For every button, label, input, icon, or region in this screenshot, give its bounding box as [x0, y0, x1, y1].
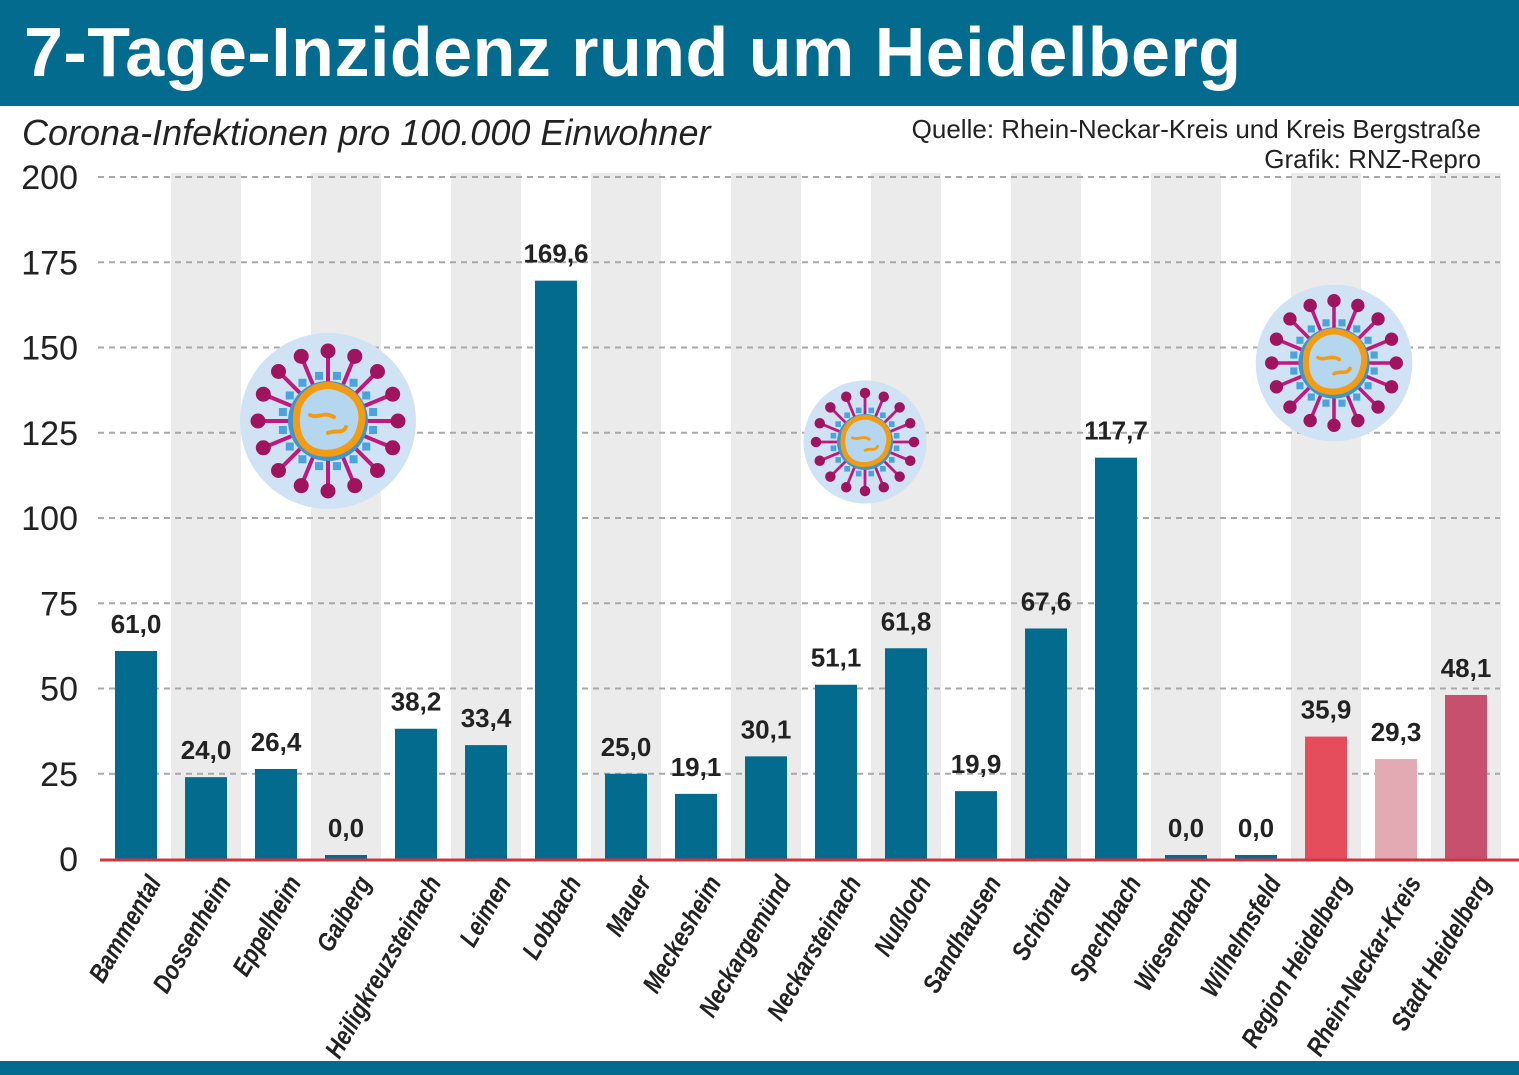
y-tick-label: 175	[21, 244, 78, 282]
value-label: 169,6	[523, 239, 588, 269]
y-tick-label: 125	[21, 415, 78, 453]
bar-neckargemünd	[745, 756, 787, 859]
x-tick-label: Gaiberg	[311, 871, 378, 957]
value-label: 30,1	[741, 714, 792, 744]
coronavirus-icon	[1256, 285, 1413, 442]
value-label: 67,6	[1021, 586, 1072, 616]
bar-lobbach	[535, 280, 577, 859]
value-label: 35,9	[1301, 695, 1352, 725]
value-label: 0,0	[328, 813, 364, 843]
bar-leimen	[465, 745, 507, 859]
chart-subtitle: Corona-Infektionen pro 100.000 Einwohner	[22, 112, 711, 153]
header-bar: 7-Tage-Inzidenz rund um Heidelberg	[0, 0, 1519, 106]
y-tick-label: 150	[21, 330, 78, 368]
bar-mauer	[605, 773, 647, 859]
source-note: Quelle: Rhein-Neckar-Kreis und Kreis Ber…	[912, 114, 1481, 174]
column-stripe	[731, 173, 801, 859]
source-line: Quelle: Rhein-Neckar-Kreis und Kreis Ber…	[911, 114, 1481, 144]
bar-rhein-neckar-kreis	[1375, 759, 1417, 859]
bar-stadt-heidelberg	[1445, 694, 1487, 859]
y-tick-label: 75	[40, 585, 78, 623]
page-title: 7-Tage-Inzidenz rund um Heidelberg	[24, 13, 1242, 91]
column-stripe	[171, 173, 241, 859]
value-label: 61,8	[881, 606, 932, 636]
x-tick-label: Leimen	[454, 871, 518, 952]
value-label: 0,0	[1238, 813, 1274, 843]
value-label: 24,0	[181, 735, 232, 765]
value-label: 19,1	[671, 752, 722, 782]
value-label: 117,7	[1084, 416, 1148, 446]
value-label: 29,3	[1371, 717, 1422, 747]
bar-sandhausen	[955, 791, 997, 859]
column-stripe	[451, 173, 521, 859]
bar-meckesheim	[675, 793, 717, 859]
y-tick-label: 50	[40, 671, 78, 709]
footer-bar	[0, 1061, 1519, 1075]
y-tick-label: 100	[21, 500, 78, 538]
bar-eppelheim	[255, 768, 297, 859]
bar-nußloch	[885, 648, 927, 859]
x-tick-label: Lobbach	[517, 871, 588, 964]
bar-spechbach	[1095, 457, 1137, 859]
column-stripe	[311, 173, 381, 859]
x-tick-label: Eppelheim	[227, 871, 308, 981]
credit-line: Grafik: RNZ-Repro	[1264, 144, 1481, 174]
bar-wiesenbach	[1165, 855, 1207, 859]
bar-schönau	[1025, 628, 1067, 859]
y-tick-label: 0	[59, 841, 78, 879]
coronavirus-icon	[803, 380, 926, 503]
x-tick-label: Mauer	[600, 870, 658, 942]
value-label: 38,2	[391, 687, 442, 717]
value-label: 26,4	[251, 727, 302, 757]
y-axis-ticks: 0 25 50 75 100 125 150 175 200	[21, 159, 78, 879]
bar-heiligkreuzsteinach	[395, 728, 437, 859]
bar-bammental	[115, 650, 157, 859]
bar-region-heidelberg	[1305, 736, 1347, 859]
y-tick-label: 25	[40, 756, 78, 794]
virus-decorations	[240, 285, 1412, 509]
bars	[115, 280, 1487, 859]
bar-wilhelmsfeld	[1235, 855, 1277, 859]
value-label: 25,0	[601, 732, 652, 762]
bar-neckarsteinach	[815, 684, 857, 859]
value-label: 33,4	[461, 703, 512, 733]
value-label: 51,1	[811, 643, 862, 673]
bar-gaiberg	[325, 855, 367, 859]
value-labels: 61,0 24,0 26,4 0,0 38,2 33,4 169,6 25,0 19,1 30,1…	[111, 239, 1492, 843]
value-label: 0,0	[1168, 813, 1204, 843]
column-stripe	[591, 173, 661, 859]
value-label: 19,9	[951, 749, 1002, 779]
value-label: 61,0	[111, 609, 162, 639]
x-tick-label: Schönau	[1006, 871, 1078, 966]
value-label: 48,1	[1441, 653, 1492, 683]
column-stripe	[1151, 173, 1221, 859]
coronavirus-icon	[240, 333, 416, 509]
bar-dossenheim	[185, 777, 227, 859]
y-tick-label: 200	[21, 159, 78, 197]
x-tick-label: Nußloch	[869, 871, 938, 961]
